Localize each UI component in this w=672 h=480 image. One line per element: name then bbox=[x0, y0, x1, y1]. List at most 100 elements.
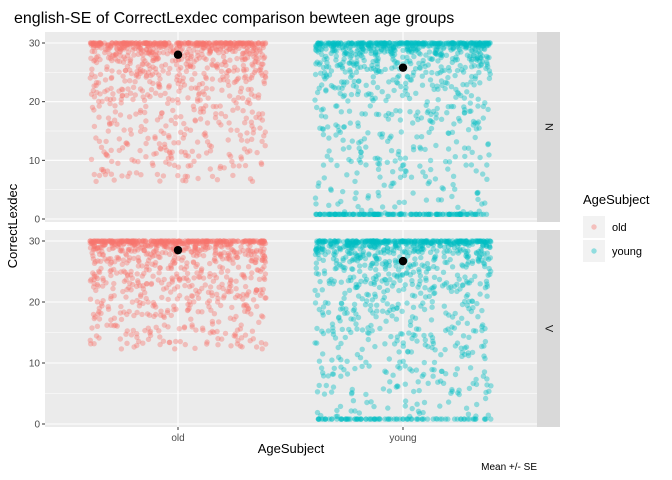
point-young bbox=[322, 416, 328, 422]
point-old bbox=[183, 264, 190, 270]
point-old bbox=[253, 247, 260, 254]
point-old bbox=[244, 293, 250, 299]
point-old bbox=[143, 154, 149, 160]
point-old bbox=[192, 238, 198, 244]
point-old bbox=[168, 43, 174, 49]
point-young bbox=[332, 40, 339, 46]
point-old bbox=[176, 238, 182, 244]
point-young bbox=[479, 53, 486, 59]
point-old bbox=[126, 240, 132, 247]
point-old bbox=[137, 68, 143, 75]
point-young bbox=[468, 93, 475, 99]
point-old bbox=[250, 63, 256, 69]
point-young bbox=[433, 115, 439, 121]
point-old bbox=[173, 338, 179, 345]
point-young bbox=[487, 71, 493, 77]
point-young bbox=[320, 106, 326, 112]
point-young bbox=[469, 149, 475, 155]
point-young bbox=[393, 242, 399, 249]
point-young bbox=[376, 40, 383, 46]
point-old bbox=[107, 45, 113, 51]
point-old bbox=[261, 78, 267, 85]
point-old bbox=[91, 242, 98, 248]
point-young bbox=[446, 159, 453, 165]
point-old bbox=[91, 315, 98, 322]
point-young bbox=[482, 100, 488, 106]
point-old bbox=[235, 337, 241, 344]
point-old bbox=[145, 243, 151, 249]
point-old bbox=[100, 252, 107, 258]
point-young bbox=[393, 240, 399, 246]
point-old bbox=[87, 296, 94, 302]
point-old bbox=[251, 45, 257, 51]
point-old bbox=[103, 151, 109, 157]
point-old bbox=[234, 327, 241, 333]
point-young bbox=[484, 376, 490, 382]
point-old bbox=[262, 74, 269, 81]
point-young bbox=[437, 52, 443, 58]
point-young bbox=[331, 211, 338, 217]
point-young bbox=[455, 91, 462, 97]
point-old bbox=[97, 239, 104, 245]
point-young bbox=[320, 312, 326, 318]
point-young bbox=[478, 238, 485, 245]
point-young bbox=[366, 251, 372, 257]
point-old bbox=[140, 48, 146, 54]
point-young bbox=[418, 290, 424, 296]
point-old bbox=[201, 91, 207, 98]
point-old bbox=[235, 94, 241, 101]
point-old bbox=[121, 44, 127, 51]
point-young bbox=[397, 416, 403, 422]
point-young bbox=[451, 121, 457, 127]
point-young bbox=[373, 238, 380, 244]
point-young bbox=[402, 40, 408, 47]
point-old bbox=[162, 42, 168, 48]
point-young bbox=[431, 263, 437, 270]
point-young bbox=[420, 42, 426, 48]
point-young bbox=[325, 373, 331, 379]
point-old bbox=[214, 47, 220, 53]
point-young bbox=[427, 77, 434, 83]
point-young bbox=[362, 211, 368, 217]
point-young bbox=[353, 321, 359, 327]
point-old bbox=[176, 43, 183, 49]
point-young bbox=[396, 349, 402, 355]
point-young bbox=[468, 108, 474, 114]
point-old bbox=[258, 41, 265, 47]
point-old bbox=[89, 250, 95, 256]
point-old bbox=[249, 328, 256, 334]
point-old bbox=[249, 136, 255, 142]
point-old bbox=[175, 172, 181, 179]
point-young bbox=[482, 395, 489, 402]
point-old bbox=[178, 265, 184, 271]
point-young bbox=[335, 40, 341, 46]
point-old bbox=[122, 269, 128, 276]
point-young bbox=[397, 117, 404, 123]
point-old bbox=[162, 243, 168, 250]
point-young bbox=[467, 239, 473, 245]
point-old bbox=[139, 273, 145, 279]
point-young bbox=[397, 365, 403, 371]
point-old bbox=[108, 171, 115, 177]
point-young bbox=[453, 211, 460, 217]
point-young bbox=[378, 46, 384, 53]
point-young bbox=[440, 269, 447, 275]
point-young bbox=[348, 240, 354, 247]
point-old bbox=[118, 238, 125, 244]
point-old bbox=[207, 48, 213, 54]
point-young bbox=[385, 405, 391, 411]
point-young bbox=[321, 73, 327, 80]
point-old bbox=[249, 61, 255, 67]
point-young bbox=[475, 256, 481, 262]
point-young bbox=[312, 195, 319, 201]
point-old bbox=[118, 346, 125, 352]
point-young bbox=[329, 43, 335, 50]
point-young bbox=[364, 66, 370, 73]
point-young bbox=[350, 240, 356, 246]
point-old bbox=[207, 49, 213, 56]
point-old bbox=[103, 280, 109, 286]
point-old bbox=[113, 40, 120, 46]
point-young bbox=[469, 260, 475, 266]
point-young bbox=[392, 63, 398, 70]
point-old bbox=[171, 260, 178, 267]
